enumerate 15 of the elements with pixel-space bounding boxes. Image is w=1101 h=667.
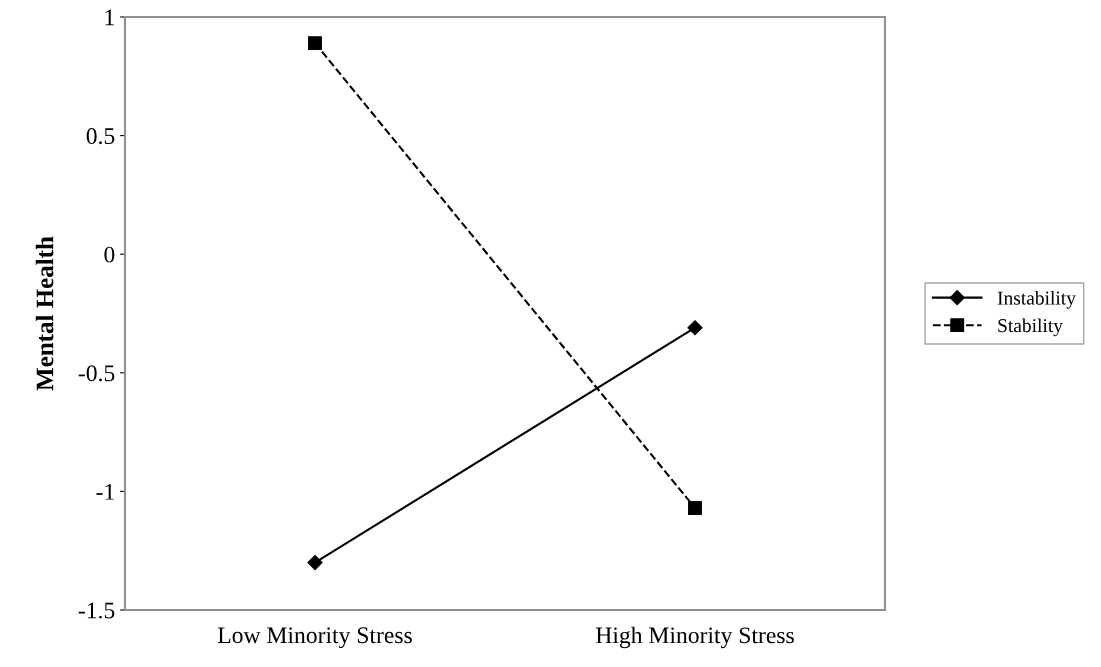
y-tick-label: -0.5 — [78, 365, 115, 382]
legend-label: Instability — [997, 290, 1076, 309]
point — [308, 36, 322, 51]
x-tick-label: High Minority Stress — [595, 626, 794, 649]
y-tick-label: 1 — [105, 9, 114, 26]
y-tick-label: 0 — [104, 246, 115, 263]
y-tick-label: -1.5 — [78, 602, 115, 619]
x-tick-label: Low Minority Stress — [217, 627, 412, 649]
y-tick-label: -1 — [96, 484, 114, 500]
point — [687, 320, 703, 336]
point — [688, 501, 702, 515]
legend-label: Stability — [998, 318, 1063, 337]
y-axis-title: Mental Health — [35, 236, 54, 391]
y-tick-label: 0.5 — [86, 128, 115, 145]
point — [307, 554, 323, 571]
